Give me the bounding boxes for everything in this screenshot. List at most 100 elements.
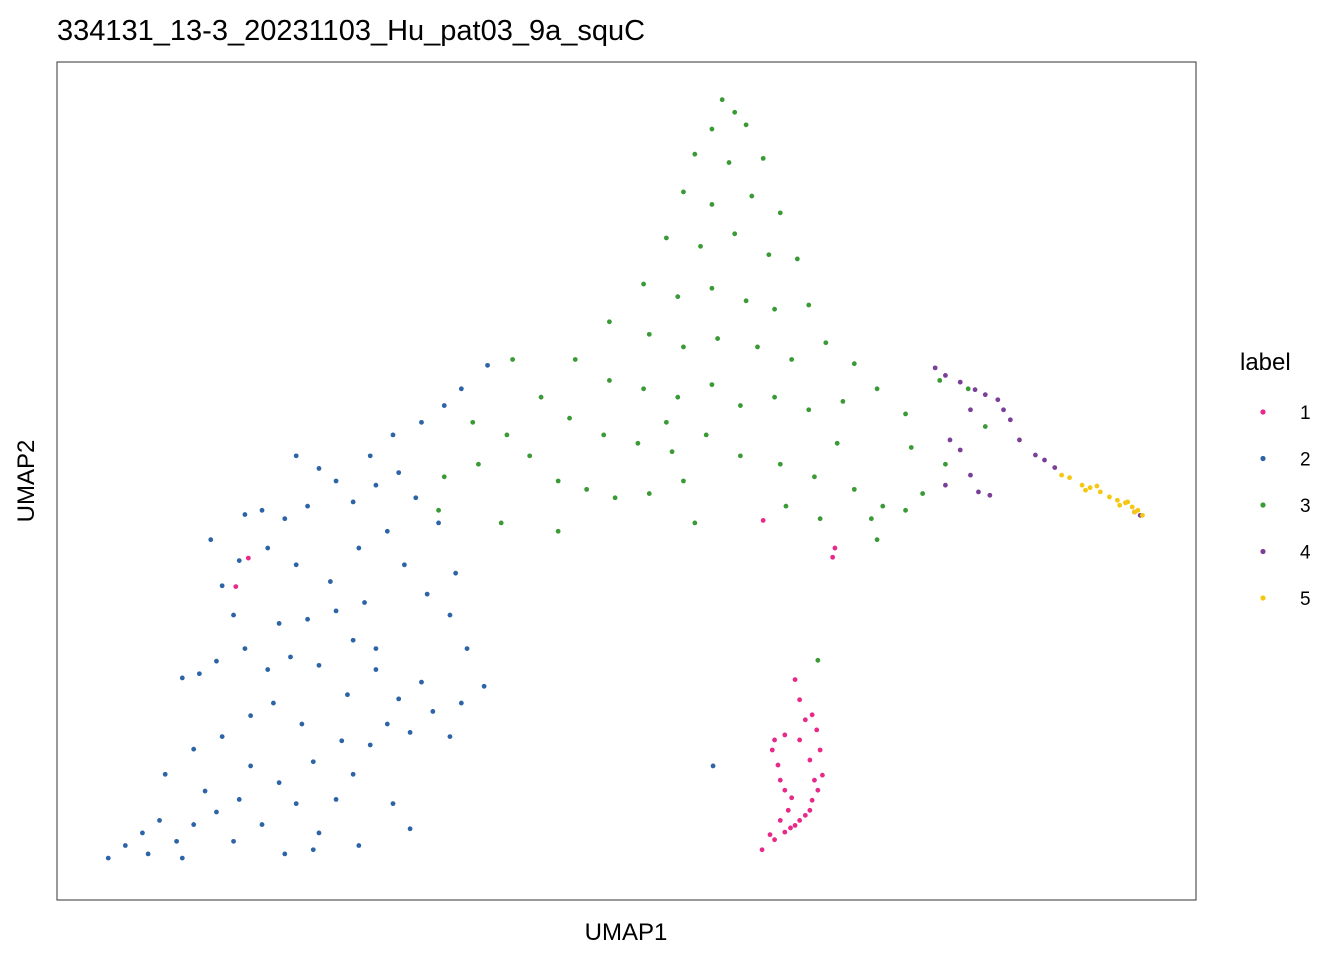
point — [1067, 475, 1072, 481]
point — [145, 851, 151, 857]
point — [436, 520, 441, 526]
point — [943, 461, 948, 467]
legend-swatch — [1260, 455, 1266, 462]
point — [769, 747, 775, 753]
point — [789, 795, 795, 801]
point — [698, 243, 703, 249]
point — [384, 721, 390, 727]
point — [350, 499, 356, 505]
point — [814, 727, 820, 733]
point — [407, 730, 413, 735]
point — [333, 608, 339, 614]
point — [233, 584, 239, 589]
point — [868, 516, 874, 522]
point — [726, 160, 732, 165]
point — [396, 696, 402, 702]
point — [179, 855, 185, 861]
point — [646, 491, 652, 496]
chart-title: 334131_13-3_20231103_Hu_pat03_9a_squC — [57, 15, 645, 47]
point — [817, 516, 823, 522]
point — [1129, 504, 1135, 510]
point — [276, 621, 282, 626]
point — [815, 787, 821, 793]
point — [851, 486, 857, 492]
point — [219, 734, 225, 739]
point — [191, 746, 197, 752]
point — [832, 545, 838, 551]
point — [968, 407, 973, 413]
point — [783, 503, 789, 509]
legend-swatch — [1260, 548, 1266, 555]
point — [830, 554, 836, 560]
point — [259, 507, 265, 513]
point — [527, 453, 533, 459]
point — [265, 545, 271, 551]
point — [242, 512, 248, 517]
point — [772, 837, 777, 843]
point — [191, 822, 197, 827]
point — [288, 654, 293, 660]
point — [248, 763, 254, 769]
point — [555, 478, 561, 484]
point — [419, 679, 424, 685]
point — [310, 759, 316, 765]
point — [356, 545, 362, 551]
point — [709, 285, 715, 291]
point — [316, 830, 322, 836]
point — [384, 528, 390, 534]
point — [271, 700, 276, 706]
point — [807, 807, 813, 813]
point — [775, 762, 781, 768]
point — [327, 579, 333, 584]
point — [401, 562, 407, 568]
point — [122, 843, 128, 848]
point — [937, 378, 943, 383]
legend: 1 2 3 4 5 — [1260, 403, 1311, 610]
point — [719, 97, 725, 103]
point — [692, 520, 698, 526]
point — [943, 482, 948, 488]
point — [792, 677, 798, 683]
point — [982, 424, 988, 429]
point — [797, 737, 803, 743]
point — [413, 495, 419, 501]
point — [464, 646, 470, 651]
point — [419, 419, 424, 425]
point — [140, 830, 145, 836]
point — [715, 336, 721, 341]
point — [681, 478, 686, 484]
point — [572, 357, 578, 362]
point — [356, 843, 362, 848]
point — [789, 357, 795, 362]
point — [305, 616, 310, 622]
point — [834, 440, 840, 446]
point — [567, 415, 572, 421]
point — [732, 231, 738, 237]
point — [1115, 497, 1120, 503]
point — [743, 122, 749, 128]
point — [373, 667, 379, 672]
point — [1033, 452, 1038, 458]
point — [772, 737, 777, 743]
point — [305, 503, 310, 509]
point — [709, 202, 715, 207]
point — [1042, 457, 1047, 463]
point — [424, 591, 430, 597]
point — [681, 344, 686, 350]
point — [299, 721, 305, 727]
point — [441, 403, 447, 408]
point — [1097, 489, 1103, 495]
point — [390, 801, 396, 807]
point — [675, 294, 681, 300]
point — [458, 386, 464, 392]
point — [476, 461, 481, 467]
point — [310, 847, 316, 853]
point — [692, 151, 698, 157]
point — [794, 256, 800, 262]
point — [179, 675, 185, 681]
point — [1083, 487, 1088, 493]
point — [792, 823, 798, 828]
point — [504, 432, 510, 438]
point — [242, 646, 248, 651]
legend-label: 2 — [1300, 450, 1311, 471]
